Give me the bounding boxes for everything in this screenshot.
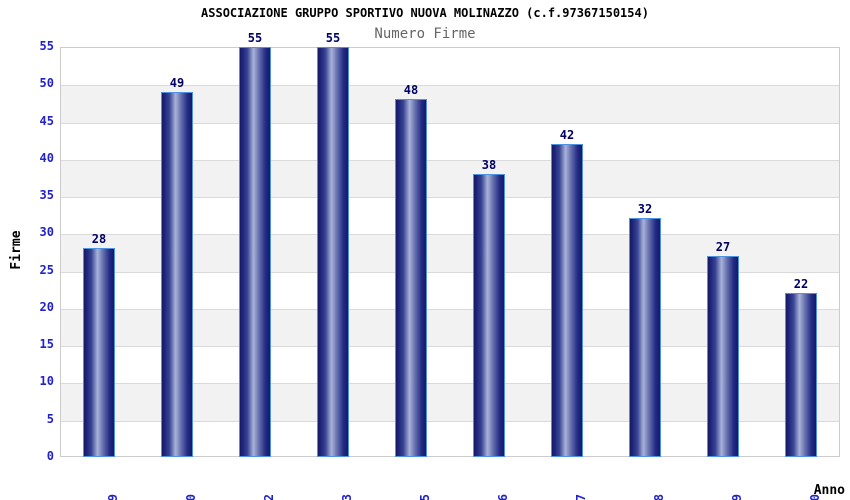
gridline [61,308,839,310]
bar-2020 [785,293,817,457]
x-tick-label: 2015 [418,494,432,500]
y-tick-label: 5 [46,411,54,426]
y-tick-label: 30 [39,225,54,240]
y-tick-label: 15 [39,337,54,352]
bar-value-label: 22 [793,277,809,291]
gridline [61,159,839,161]
bar-value-label: 55 [247,31,263,45]
gridline [61,346,839,348]
bar-value-label: 48 [403,83,419,98]
y-tick-label: 35 [39,188,54,203]
x-tick-label: 2018 [652,494,666,500]
x-tick-label: 2010 [184,494,198,500]
x-axis-label: Anno [813,483,845,498]
y-tick-label: 45 [39,113,54,128]
gridline [61,383,839,385]
bar-value-label: 28 [91,232,107,247]
gridline [61,234,839,236]
bar-2012 [239,47,271,457]
x-tick-label: 2009 [106,494,120,500]
bar-2013 [317,47,349,457]
bar-2018 [629,218,661,457]
bar-2017 [551,143,583,457]
bar-2019 [707,255,739,457]
gridline [61,85,839,87]
chart-title: ASSOCIAZIONE GRUPPO SPORTIVO NUOVA MOLIN… [201,6,649,20]
bar-value-label: 49 [169,75,185,90]
x-tick-label: 2016 [496,494,510,500]
bar-value-label: 27 [715,239,731,254]
x-tick-label: 2019 [730,494,744,500]
bar-2010 [161,91,193,457]
x-tick-label: 2020 [808,494,822,500]
y-tick-label: 40 [39,150,54,165]
bar-value-label: 42 [559,127,575,142]
gridline [61,122,839,124]
bar-value-label: 38 [481,157,497,172]
chart-subtitle: Numero Firme [374,26,476,42]
y-tick-label: 10 [39,374,54,389]
y-tick-label: 50 [39,76,54,91]
x-tick-label: 2017 [574,494,588,500]
bar-2015 [395,99,427,457]
y-tick-label: 20 [39,299,54,314]
gridline [61,420,839,422]
gridline [61,271,839,273]
bar-value-label: 55 [325,31,341,45]
y-tick-label: 0 [46,449,54,463]
y-tick-label: 25 [39,262,54,277]
x-tick-label: 2012 [262,494,276,500]
gridline [61,197,839,199]
bar-value-label: 32 [637,202,653,217]
bar-2009 [83,248,115,457]
y-tick-label: 55 [39,39,54,53]
x-tick-label: 2013 [340,494,354,500]
bar-2016 [473,173,505,457]
